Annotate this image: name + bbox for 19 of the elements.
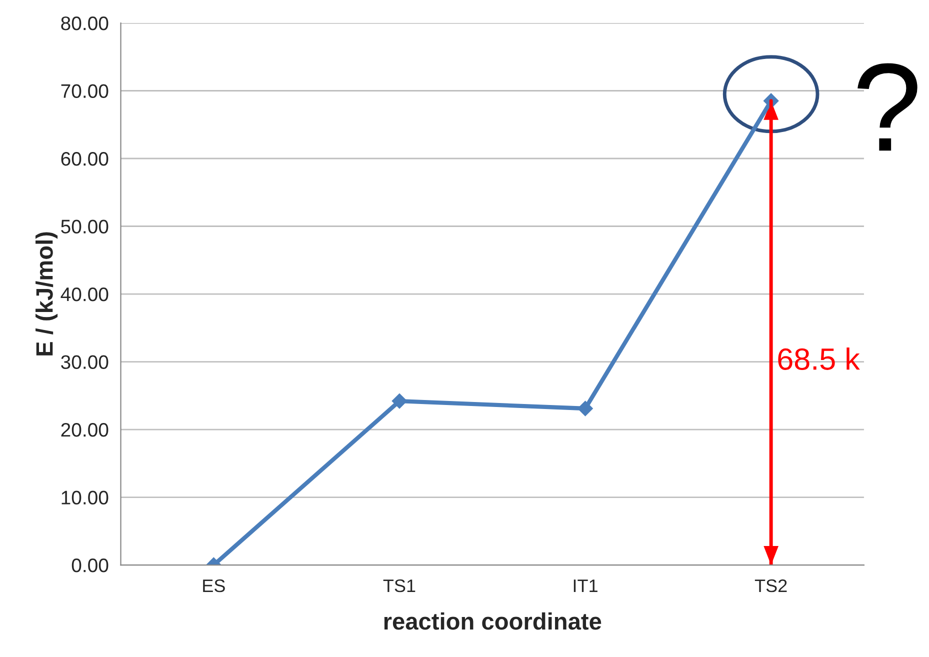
y-tick-label: 50.00 bbox=[61, 220, 108, 234]
point bbox=[392, 393, 408, 409]
x-tick-label: IT1 bbox=[574, 580, 598, 592]
y-tick-label: 80.00 bbox=[61, 16, 108, 30]
annotation: ? bbox=[858, 63, 918, 151]
y-tick-label: 10.00 bbox=[62, 490, 108, 505]
y-tick-label: 40.00 bbox=[60, 287, 108, 302]
x-axis-title: reaction coordinate bbox=[384, 612, 602, 630]
y-tick-label: 60.00 bbox=[61, 152, 108, 166]
y-tick-label: 70.00 bbox=[61, 84, 108, 98]
annotation: 68.5 k bbox=[778, 348, 860, 370]
y-tick-label: 30.00 bbox=[61, 355, 108, 369]
y-tick-label: 0.00 bbox=[72, 558, 108, 572]
x-tick-label: TS2 bbox=[754, 579, 787, 592]
y-tick-label: 20.00 bbox=[61, 422, 108, 437]
x-tick-label: TS1 bbox=[383, 579, 416, 592]
x-tick-label: ES bbox=[203, 579, 225, 592]
point bbox=[578, 400, 593, 416]
y-axis-title: E / (kJ/mol) bbox=[36, 232, 58, 356]
